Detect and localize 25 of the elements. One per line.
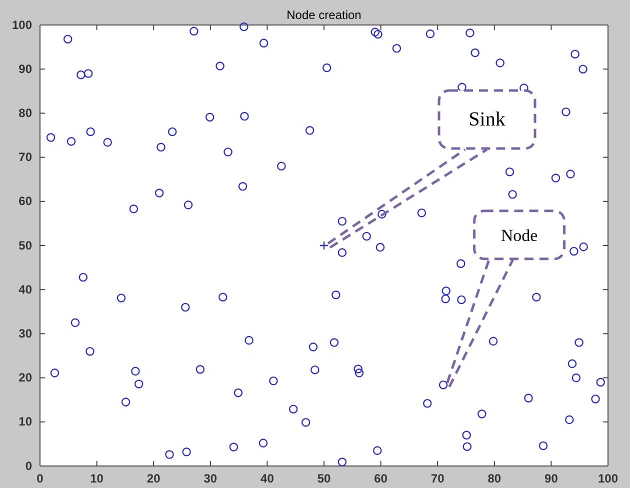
x-tick-label: 100 (598, 472, 618, 486)
y-tick-label: 50 (18, 238, 32, 252)
x-tick-label: 40 (260, 472, 274, 486)
chart-title: Node creation (286, 8, 362, 22)
annotation: Node (500, 226, 538, 245)
y-tick-label: 100 (12, 18, 32, 32)
x-tick-label: 80 (488, 472, 502, 486)
x-tick-label: 70 (430, 472, 445, 486)
y-tick-label: 0 (25, 458, 32, 473)
y-tick-label: 20 (18, 370, 32, 385)
y-tick-label: 70 (18, 150, 32, 164)
x-tick-label: 20 (146, 472, 161, 486)
x-tick-label: 10 (90, 472, 104, 486)
y-tick-label: 80 (18, 106, 32, 120)
y-tick-label: 30 (18, 326, 32, 341)
y-tick-label: 40 (18, 282, 32, 296)
y-tick-label: 60 (18, 194, 32, 208)
annotation: Sink (468, 108, 506, 130)
x-tick-label: 0 (36, 472, 44, 486)
x-tick-label: 30 (204, 472, 218, 486)
x-tick-label: 90 (544, 472, 558, 486)
y-tick-label: 90 (18, 62, 32, 76)
x-tick-label: 50 (317, 472, 331, 486)
x-tick-label: 60 (374, 472, 388, 486)
y-tick-label: 10 (18, 414, 32, 429)
